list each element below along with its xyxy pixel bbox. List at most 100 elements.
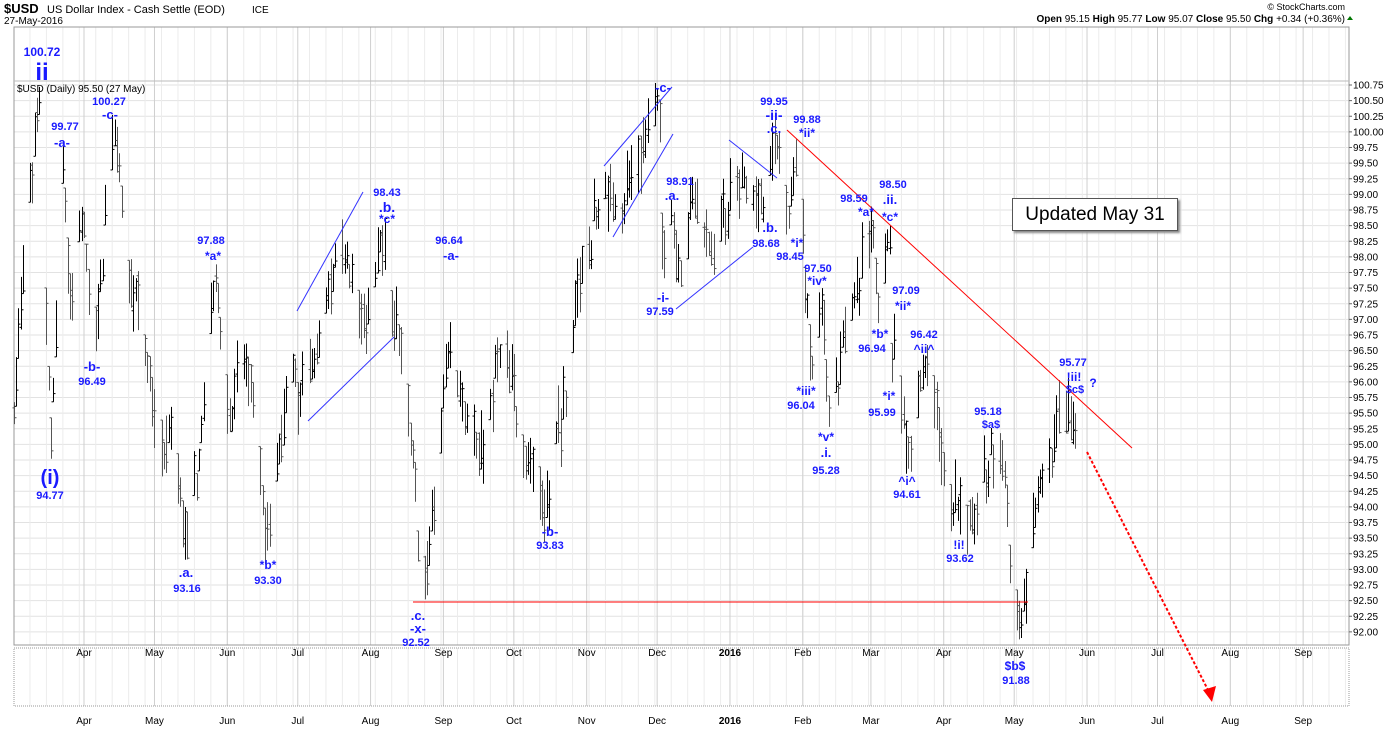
wave-label: *b* [260, 558, 277, 572]
wave-label: 99.95 [760, 96, 788, 108]
y-tick-label: 93.00 [1353, 565, 1378, 576]
wave-label: 96.64 [435, 235, 463, 247]
wave-label: 96.04 [787, 400, 815, 412]
wave-label: .ii. [883, 192, 897, 207]
x-tick-label: Mar [862, 716, 880, 727]
wave-label: *ii* [895, 299, 911, 313]
wave-annotations: 100.72ii(i)94.7799.77-a-100.27-c--b-96.4… [24, 45, 1097, 687]
x-tick-label: May [1005, 648, 1024, 659]
y-tick-label: 100.50 [1353, 96, 1384, 107]
wave-label: 97.09 [892, 285, 920, 297]
close-value: 95.50 [1226, 14, 1251, 25]
y-tick-label: 94.75 [1353, 456, 1378, 467]
blue-channel-line [296, 191, 364, 312]
trendlines [296, 86, 1216, 702]
wave-label: 96.49 [78, 376, 106, 388]
y-tick-label: 95.75 [1353, 393, 1378, 404]
y-tick-label: 93.75 [1353, 518, 1378, 529]
red-projection-arrow [1086, 451, 1209, 691]
wave-label: ? [1089, 376, 1096, 390]
x-tick-label: Sep [434, 716, 452, 727]
x-tick-label: Sep [1294, 648, 1312, 659]
x-tick-label: Feb [794, 648, 812, 659]
x-tick-label: Nov [578, 716, 596, 727]
wave-label: 98.68 [752, 238, 780, 250]
x-tick-label: Jun [219, 648, 235, 659]
y-tick-label: 92.50 [1353, 596, 1378, 607]
wave-label: *a* [205, 249, 221, 263]
price-panel-frame [13, 26, 1350, 646]
y-axis: 100.75 100.50 100.25 100.00 99.75 99.50 99.25 9… [1349, 81, 1384, 638]
wave-label: 93.16 [173, 583, 201, 595]
low-value: 95.07 [1168, 14, 1193, 25]
wave-label: 94.61 [893, 489, 921, 501]
wave-label: *b* [872, 327, 889, 341]
wave-label: 92.52 [402, 637, 430, 649]
wave-label: 93.62 [946, 553, 974, 565]
x-tick-label: Jul [1151, 648, 1164, 659]
ohlc-bars [12, 82, 1078, 640]
wave-label: *ii* [799, 126, 815, 140]
red-resistance-line [786, 129, 1133, 449]
wave-label: ^ii^ [914, 342, 935, 356]
wave-label: 95.99 [868, 407, 896, 419]
y-tick-label: 97.00 [1353, 315, 1378, 326]
grid [14, 27, 1349, 706]
y-tick-label: 96.00 [1353, 377, 1378, 388]
x-tick-label: Apr [76, 648, 92, 659]
y-tick-label: 100.25 [1353, 112, 1384, 123]
wave-label: .i. [821, 445, 832, 460]
wave-label: .b. [762, 220, 777, 235]
wave-label: ii [35, 59, 48, 86]
y-tick-label: 94.50 [1353, 471, 1378, 482]
wave-label: *i* [791, 236, 804, 250]
wave-label: !ii! [1067, 370, 1082, 384]
arrow-head-icon [1203, 686, 1216, 702]
x-tick-label: Oct [506, 648, 522, 659]
wave-label: 98.91 [666, 176, 694, 188]
wave-label: 97.59 [646, 306, 674, 318]
y-tick-label: 97.25 [1353, 299, 1378, 310]
blue-channel-line [603, 86, 673, 167]
y-tick-label: 96.25 [1353, 362, 1378, 373]
wave-label: $c$ [1066, 384, 1084, 396]
chart-name: US Dollar Index - Cash Settle (EOD) [47, 4, 225, 16]
wave-label: -ii- [765, 107, 782, 123]
y-tick-label: 98.00 [1353, 252, 1378, 263]
blue-triangle-line [675, 246, 754, 310]
y-tick-label: 92.25 [1353, 612, 1378, 623]
ohlc-readout: Open 95.15 High 95.77 Low 95.07 Close 95… [1036, 14, 1345, 25]
x-tick-label: Apr [936, 716, 952, 727]
copyright: © StockCharts.com [1267, 2, 1345, 12]
x-tick-label: Mar [862, 648, 880, 659]
blue-channel-line [612, 133, 674, 238]
up-arrow-icon [1347, 16, 1353, 20]
chart-exchange: ICE [252, 5, 269, 16]
y-tick-label: 98.75 [1353, 206, 1378, 217]
y-tick-label: 96.75 [1353, 331, 1378, 342]
y-tick-label: 99.75 [1353, 143, 1378, 154]
y-tick-label: 99.00 [1353, 190, 1378, 201]
wave-label: 99.88 [793, 114, 821, 126]
y-tick-label: 95.50 [1353, 409, 1378, 420]
wave-label: 95.77 [1059, 357, 1087, 369]
wave-label: -b- [84, 359, 101, 374]
y-tick-label: 94.25 [1353, 487, 1378, 498]
panel-label: $USD (Daily) 95.50 (27 May) [17, 84, 145, 95]
x-tick-label: May [145, 716, 164, 727]
wave-label: *i* [883, 389, 896, 403]
wave-label: *v* [818, 430, 834, 444]
y-tick-label: 99.50 [1353, 159, 1378, 170]
blue-triangle-line [728, 139, 778, 179]
open-label: Open [1036, 14, 1062, 25]
wave-label: .c. [411, 608, 425, 623]
y-tick-label: 98.50 [1353, 221, 1378, 232]
wave-label: 98.50 [879, 179, 907, 191]
wave-label: .b. [379, 199, 395, 215]
blue-channel-line [307, 336, 395, 422]
chg-label: Chg [1254, 14, 1273, 25]
lower-panel-frame [13, 647, 1350, 707]
wave-label: 96.42 [910, 329, 938, 341]
